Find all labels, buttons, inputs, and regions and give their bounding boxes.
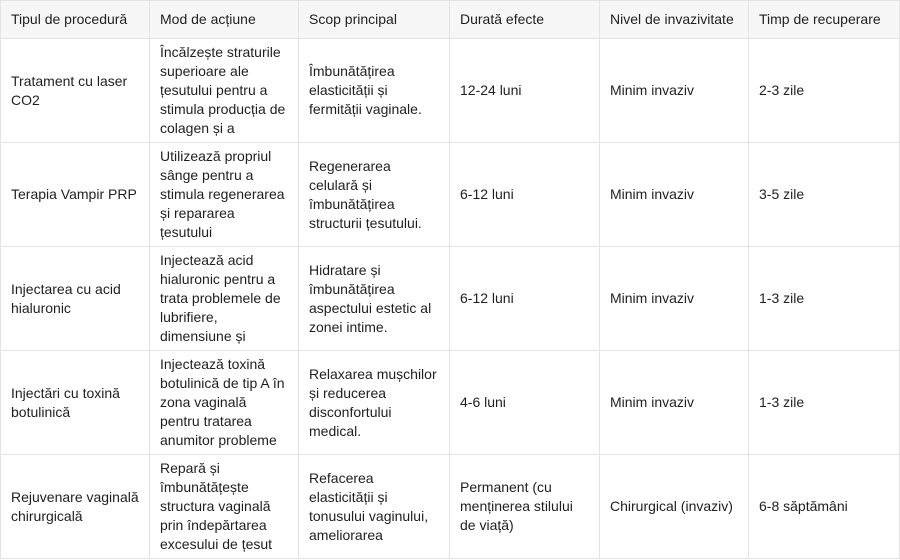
cell-text: 12-24 luni <box>460 82 522 98</box>
cell-text: Terapia Vampir PRP <box>11 186 137 202</box>
cell-invasiveness-level: Chirurgical (invaziv) <box>599 454 749 559</box>
cell-recovery-time: 2-3 zile <box>748 38 900 143</box>
cell-effect-duration: 6-12 luni <box>449 142 600 247</box>
cell-text: Minim invaziv <box>610 186 695 202</box>
cell-procedure-type: Rejuvenare vaginală chirurgicală <box>0 454 150 559</box>
column-header-effect-duration: Durată efecte <box>449 0 600 39</box>
cell-text: 1-3 zile <box>759 394 805 410</box>
cell-effect-duration: Permanent (cu menținerea stilului de via… <box>449 454 600 559</box>
table-row: Rejuvenare vaginală chirurgicală Repară ș… <box>0 454 900 559</box>
cell-main-purpose: Refacerea elasticității și tonusului vag… <box>298 454 450 559</box>
cell-text: Chirurgical (invaziv) <box>610 498 733 514</box>
cell-text: Repară și îmbunătățește structura vagina… <box>160 460 273 552</box>
cell-action-mode: Utilizează propriul sânge pentru a stimu… <box>149 142 299 247</box>
cell-text: Injectări cu toxină botulinică <box>11 384 120 420</box>
cell-action-mode: Repară și îmbunătățește structura vagina… <box>149 454 299 559</box>
cell-text: Hidratare și îmbunătățirea aspectului es… <box>309 261 432 335</box>
cell-text: Minim invaziv <box>610 290 695 306</box>
table-row: Injectarea cu acid hialuronic Injectează … <box>0 246 900 351</box>
table-row: Tratament cu laser CO2 Încălzește stratur… <box>0 38 900 143</box>
column-header-action-mode: Mod de acțiune <box>149 0 299 39</box>
column-header-main-purpose: Scop principal <box>298 0 450 39</box>
cell-invasiveness-level: Minim invaziv <box>599 38 749 143</box>
cell-procedure-type: Injectarea cu acid hialuronic <box>0 246 150 351</box>
cell-recovery-time: 1-3 zile <box>748 350 900 455</box>
table-row: Injectări cu toxină botulinică Injectează… <box>0 350 900 455</box>
cell-text: Permanent (cu menținerea stilului de via… <box>460 479 573 533</box>
cell-main-purpose: Îmbunătățirea elasticității și fermități… <box>298 38 450 143</box>
table-row: Terapia Vampir PRP Utilizează propriul sâ… <box>0 142 900 247</box>
cell-recovery-time: 6-8 săptămâni <box>748 454 900 559</box>
column-header-recovery-time: Timp de recuperare <box>748 0 900 39</box>
cell-text: 2-3 zile <box>759 82 805 98</box>
header-row: Tipul de procedură Mod de acțiune Scop pri… <box>0 0 900 39</box>
cell-main-purpose: Relaxarea mușchilor și reducerea disconf… <box>298 350 450 455</box>
cell-text: 4-6 luni <box>460 394 506 410</box>
cell-text: Utilizează propriul sânge pentru a stimu… <box>160 148 285 240</box>
cell-invasiveness-level: Minim invaziv <box>599 142 749 247</box>
cell-text: Îmbunătățirea elasticității și fermități… <box>309 63 422 117</box>
cell-effect-duration: 6-12 luni <box>449 246 600 351</box>
cell-text: 6-8 săptămâni <box>759 498 848 514</box>
cell-text: Minim invaziv <box>610 82 695 98</box>
cell-procedure-type: Terapia Vampir PRP <box>0 142 150 247</box>
cell-effect-duration: 12-24 luni <box>449 38 600 143</box>
cell-text: Încălzește straturile superioare ale țes… <box>160 44 286 136</box>
cell-effect-duration: 4-6 luni <box>449 350 600 455</box>
cell-text: 3-5 zile <box>759 186 805 202</box>
cell-text: Injectarea cu acid hialuronic <box>11 280 121 316</box>
cell-action-mode: Injectează toxină botulinică de tip A în… <box>149 350 299 455</box>
cell-text: Refacerea elasticității și tonusului vag… <box>309 469 429 543</box>
cell-text: Minim invaziv <box>610 394 695 410</box>
cell-text: 6-12 luni <box>460 186 514 202</box>
cell-main-purpose: Regenerarea celulară și îmbunătățirea st… <box>298 142 450 247</box>
cell-text: 6-12 luni <box>460 290 514 306</box>
column-header-invasiveness-level: Nivel de invazivitate <box>599 0 749 39</box>
cell-text: Rejuvenare vaginală chirurgicală <box>11 488 139 524</box>
cell-procedure-type: Injectări cu toxină botulinică <box>0 350 150 455</box>
cell-text: 1-3 zile <box>759 290 805 306</box>
cell-invasiveness-level: Minim invaziv <box>599 246 749 351</box>
cell-text: Relaxarea mușchilor și reducerea disconf… <box>309 365 437 439</box>
cell-main-purpose: Hidratare și îmbunătățirea aspectului es… <box>298 246 450 351</box>
cell-text: Tratament cu laser CO2 <box>11 72 128 108</box>
cell-text: Regenerarea celulară și îmbunătățirea st… <box>309 157 422 231</box>
column-header-procedure-type: Tipul de procedură <box>0 0 150 39</box>
cell-invasiveness-level: Minim invaziv <box>599 350 749 455</box>
cell-recovery-time: 1-3 zile <box>748 246 900 351</box>
cell-text: Injectează acid hialuronic pentru a trat… <box>160 252 281 344</box>
cell-recovery-time: 3-5 zile <box>748 142 900 247</box>
cell-action-mode: Încălzește straturile superioare ale țes… <box>149 38 299 143</box>
cell-procedure-type: Tratament cu laser CO2 <box>0 38 150 143</box>
cell-text: Injectează toxină botulinică de tip A în… <box>160 356 285 448</box>
cell-action-mode: Injectează acid hialuronic pentru a trat… <box>149 246 299 351</box>
